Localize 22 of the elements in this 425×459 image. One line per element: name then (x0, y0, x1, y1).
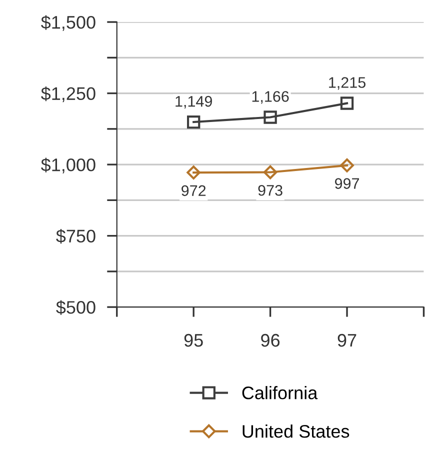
point (186, 115, 200, 129)
legend-label: California (242, 386, 318, 400)
point (340, 96, 354, 110)
y-tick-label: $1,500 (41, 15, 96, 31)
point (186, 166, 201, 180)
y-tick-label: $1,000 (41, 158, 96, 174)
point (264, 110, 277, 124)
x-tick-label: 95 (184, 334, 203, 347)
legend-label: United States (242, 424, 350, 438)
x-tick-label: 96 (261, 334, 280, 347)
data-label: 997 (334, 178, 359, 189)
data-label: 972 (182, 185, 206, 196)
y-tick-label: $750 (56, 228, 96, 244)
point (263, 165, 278, 180)
y-tick-label: $500 (56, 300, 96, 315)
data-label: 1,166 (252, 91, 289, 104)
point (340, 158, 354, 172)
y-tick-label: $1,250 (41, 86, 96, 102)
data-label: 973 (258, 184, 282, 196)
data-label: 1,215 (329, 77, 366, 90)
x-tick-label: 97 (338, 334, 356, 347)
data-label: 1,149 (176, 96, 212, 109)
